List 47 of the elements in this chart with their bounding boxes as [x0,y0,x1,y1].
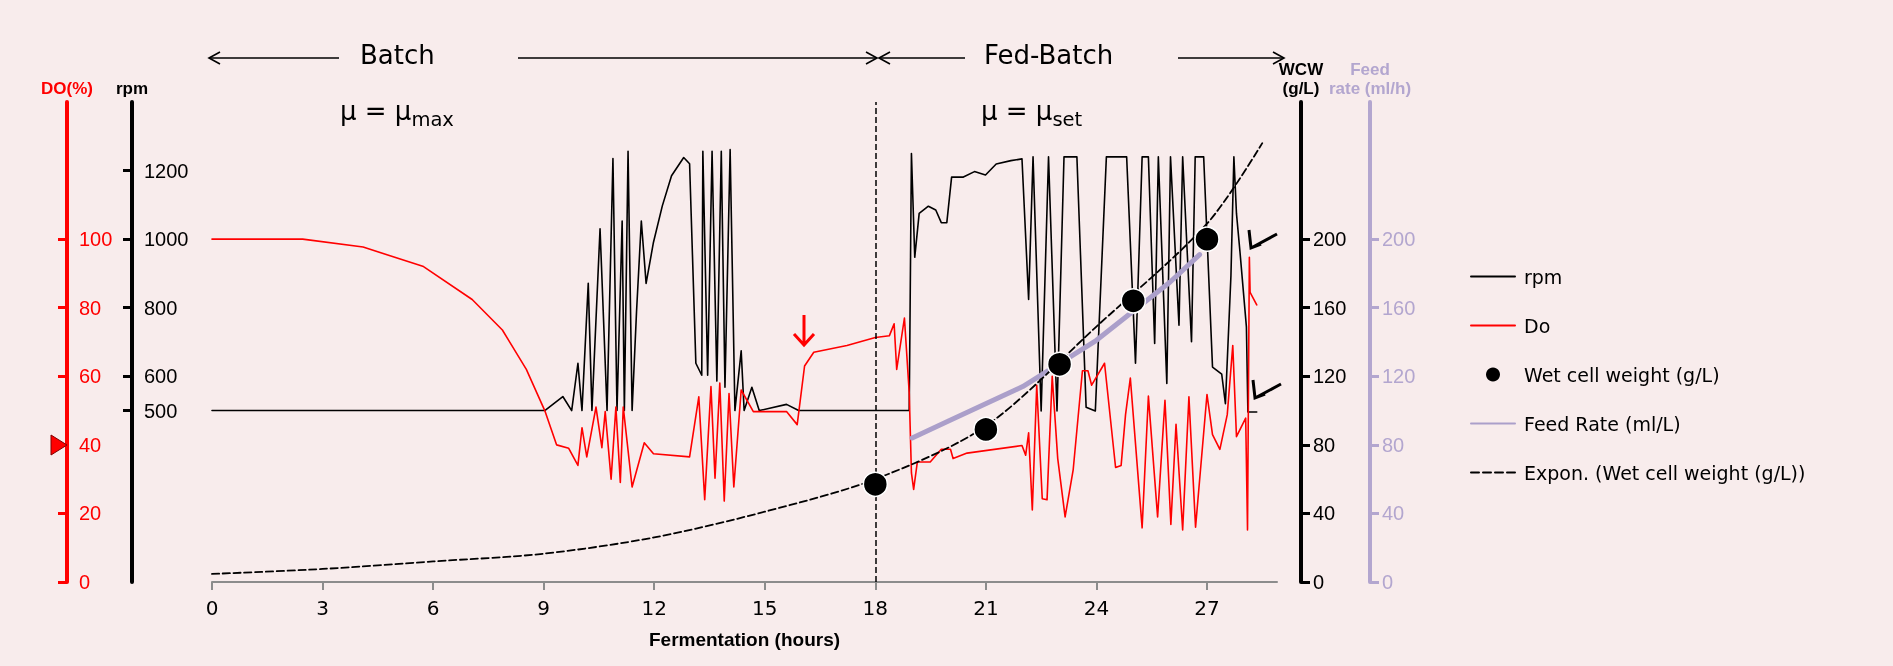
y-tick-label: 80 [79,296,102,319]
x-tick-label: 21 [973,596,999,620]
y3-tick-label: 80 [1313,433,1336,456]
y-axis-title: DO(%) [41,79,93,98]
x-axis-title: Fermentation (hours) [648,629,841,650]
y-tick-label: 20 [79,502,102,525]
y3-tick-label: 40 [1313,502,1336,525]
text: 40 [1382,502,1405,525]
y-tick-label: 60 [79,365,102,388]
x-tick-label: 0 [205,596,219,620]
y2-tick-label: 1000 [144,228,189,251]
y2-tick-label: 1200 [144,159,189,182]
legend-label: Wet cell weight (g/L) [1524,363,1720,386]
legend-label: rpm [1524,265,1563,288]
text: Fed-Batch [984,40,1114,70]
legend-label: Do [1524,314,1551,337]
x-tick-label: 15 [752,596,778,620]
y3-tick-label: 200 [1313,228,1347,251]
legend-label: Feed Rate (ml/L) [1524,412,1681,435]
y2-tick-label: 800 [144,296,178,319]
y2-tick-label: 500 [144,399,178,422]
y-tick-label: 0 [79,571,91,593]
y3-axis-title: WCW (g/L) [1278,60,1325,98]
x-tick-label: 3 [316,596,329,620]
text: 200 [1382,228,1416,251]
y3-tick-label: 160 [1313,296,1347,319]
text: 160 [1382,296,1416,319]
legend-label: Expon. (Wet cell weight (g/L)) [1524,461,1806,484]
y-tick-label: 100 [79,228,113,251]
y3-tick-label: 120 [1313,365,1347,388]
y2-tick-label: 600 [144,365,178,388]
y2-axis-title: rpm [115,79,149,98]
y3-tick-label: 0 [1313,571,1325,593]
text: 80 [1382,433,1405,456]
text: Feed rate (ml/h) [1328,60,1412,98]
annotation: μ = μ$_{set}$ [981,96,1083,132]
text: 120 [1382,365,1416,388]
x-tick-label: 12 [641,596,667,620]
x-tick-label: 24 [1083,596,1110,620]
x-tick-label: 9 [537,596,551,620]
text: Batch [360,40,435,70]
x-tick-label: 27 [1194,596,1220,620]
x-tick-label: 6 [426,596,440,620]
text: 0 [1382,571,1394,593]
y-tick-label: 40 [79,433,102,456]
annotation: μ = μ$_{max}$ [340,96,454,132]
x-tick-label: 18 [862,596,889,620]
